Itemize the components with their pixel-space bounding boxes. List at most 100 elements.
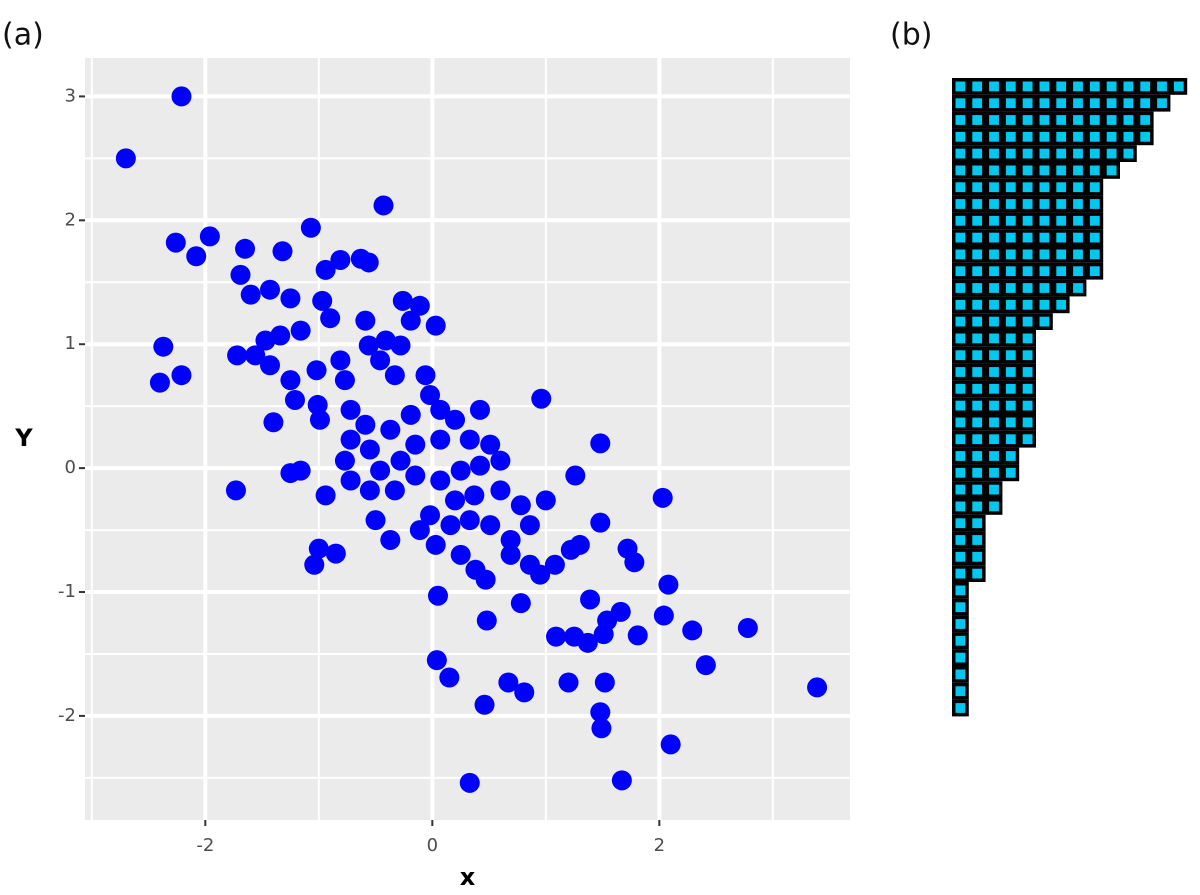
waffle-cell — [955, 602, 966, 613]
point — [737, 617, 758, 638]
waffle-cell — [1056, 266, 1067, 277]
waffle-cell — [989, 400, 999, 411]
waffle-cell — [955, 316, 966, 327]
point — [558, 672, 579, 693]
point — [390, 335, 411, 356]
waffle-cell — [1089, 81, 1100, 92]
point — [510, 593, 531, 614]
waffle-cell — [1056, 299, 1067, 310]
point — [392, 290, 413, 311]
waffle-cell — [1005, 182, 1016, 193]
point — [171, 365, 192, 386]
point — [280, 288, 301, 309]
waffle-cell — [1056, 249, 1067, 260]
point — [235, 238, 256, 259]
waffle-cell — [1005, 316, 1016, 327]
waffle-cell — [1073, 215, 1083, 226]
point — [535, 490, 556, 511]
x-tick-label: 2 — [654, 835, 665, 856]
waffle-cell — [989, 215, 999, 226]
waffle-row — [952, 447, 1020, 465]
waffle-row — [952, 346, 1036, 364]
y-tick-label: 2 — [65, 209, 76, 230]
point — [380, 419, 401, 440]
point — [340, 429, 361, 450]
point — [290, 320, 311, 341]
point — [334, 450, 355, 471]
waffle-row — [952, 279, 1087, 297]
waffle-cell — [972, 518, 983, 529]
waffle-cell — [972, 283, 983, 293]
point — [610, 601, 631, 622]
waffle-cell — [989, 98, 999, 109]
waffle-cell — [1005, 215, 1016, 226]
point — [370, 350, 391, 371]
waffle-cell — [955, 635, 966, 646]
point — [384, 365, 405, 386]
waffle-row — [952, 414, 1036, 431]
waffle-cell — [972, 182, 983, 193]
waffle-row — [952, 682, 969, 700]
waffle-cell — [1022, 283, 1033, 293]
waffle-cell — [1039, 266, 1050, 277]
waffle-cell — [1173, 81, 1184, 92]
waffle-cell — [1089, 182, 1100, 193]
waffle-row — [952, 212, 1104, 230]
point — [426, 650, 447, 671]
point — [565, 465, 586, 486]
waffle-cell — [1039, 165, 1050, 176]
waffle-cell — [1022, 182, 1033, 193]
waffle-cell — [1005, 383, 1016, 394]
point — [577, 632, 598, 653]
waffle-cell — [955, 484, 966, 495]
point — [590, 433, 611, 454]
waffle-cell — [1022, 333, 1033, 344]
waffle-cell — [972, 383, 983, 394]
point — [320, 308, 341, 329]
waffle-cell — [1005, 98, 1016, 109]
waffle-cell — [955, 182, 966, 193]
point — [304, 554, 325, 575]
waffle-cell — [955, 383, 966, 394]
waffle-cell — [1106, 115, 1117, 125]
point — [469, 399, 490, 420]
waffle-cell — [1056, 115, 1067, 125]
point — [415, 365, 436, 386]
point — [420, 385, 441, 406]
waffle-cell — [955, 686, 966, 697]
waffle-row — [952, 598, 969, 616]
waffle-cell — [972, 316, 983, 327]
point — [358, 252, 379, 273]
x-axis-label: x — [460, 863, 476, 891]
waffle-cell — [1056, 98, 1067, 109]
waffle-cell — [1073, 98, 1083, 109]
waffle-row — [952, 464, 1020, 482]
y-tick-label: -2 — [58, 705, 76, 726]
point — [340, 399, 361, 420]
point — [476, 610, 497, 631]
point — [469, 455, 490, 476]
waffle-cell — [1106, 148, 1117, 159]
waffle-cell — [1073, 199, 1083, 209]
point — [490, 480, 511, 501]
row-background — [952, 111, 1154, 129]
point — [272, 241, 293, 262]
point — [245, 345, 266, 366]
waffle-cell — [1022, 350, 1033, 361]
waffle-cell — [1140, 98, 1151, 109]
waffle-cell — [1005, 417, 1016, 428]
waffle-row — [952, 481, 1003, 498]
waffle-row — [952, 313, 1053, 330]
point — [340, 470, 361, 491]
waffle-cell — [972, 350, 983, 361]
waffle-cell — [1005, 165, 1016, 176]
waffle-cell — [1022, 199, 1033, 209]
point — [500, 529, 521, 550]
point — [474, 694, 495, 715]
waffle-cell — [1022, 148, 1033, 159]
point — [400, 310, 421, 331]
waffle-cell — [1056, 148, 1067, 159]
point — [309, 409, 330, 430]
waffle-cell — [1005, 81, 1016, 92]
waffle-row — [952, 330, 1036, 347]
